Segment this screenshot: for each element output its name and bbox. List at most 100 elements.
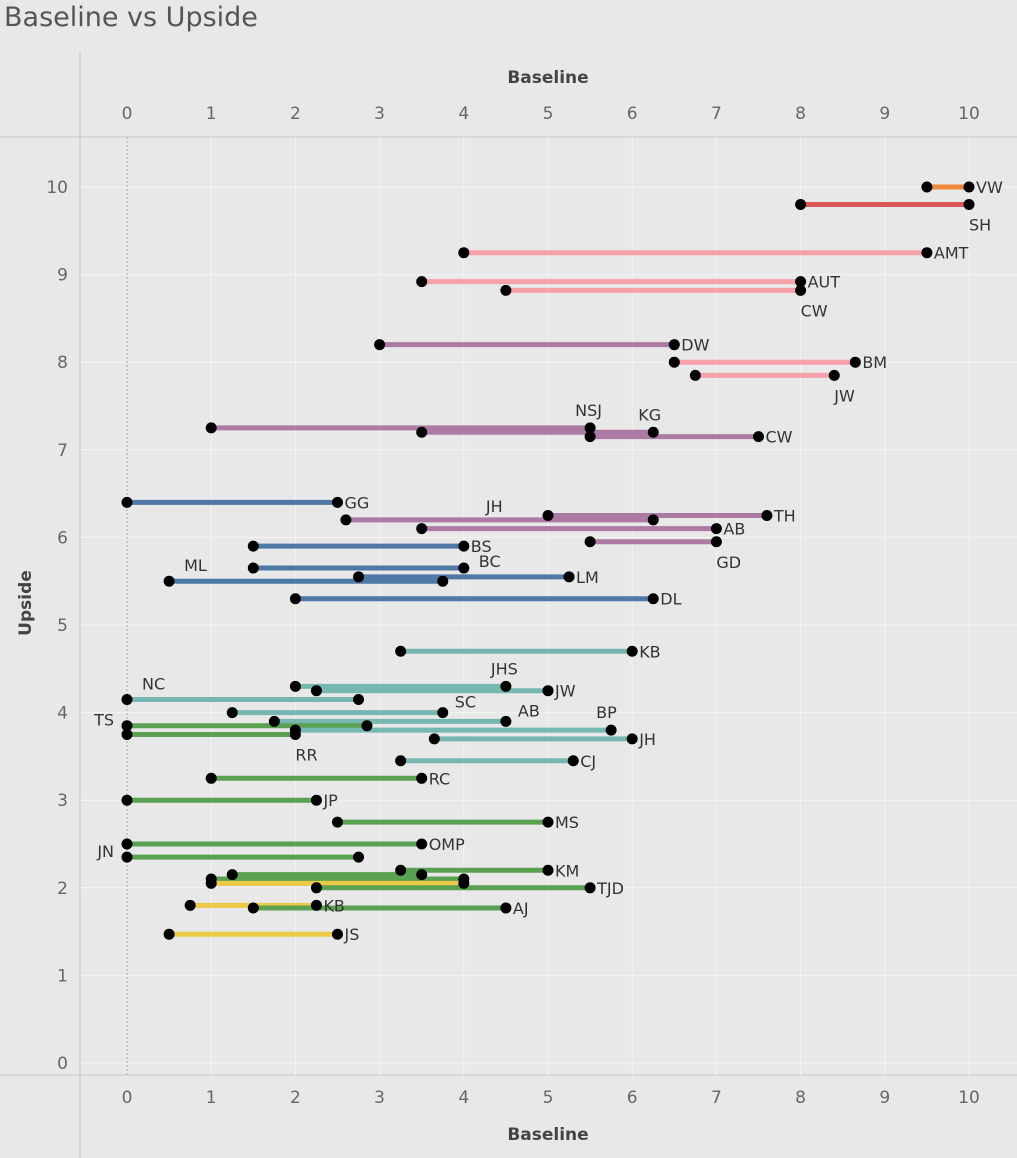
point-start	[268, 715, 280, 727]
segment-label: JW	[833, 386, 855, 405]
point-start	[310, 882, 322, 894]
x-tick-label-top: 9	[879, 104, 890, 124]
point-end	[849, 356, 861, 368]
y-tick-label: 8	[57, 353, 68, 373]
segment-label: JP	[322, 791, 338, 810]
x-tick-label-bottom: 10	[958, 1088, 980, 1108]
segment-label: AMT	[934, 244, 969, 263]
segment-label: DL	[660, 590, 681, 609]
point-start	[121, 720, 133, 732]
segment-label: AB	[723, 520, 745, 539]
point-end	[647, 426, 659, 438]
point-end	[584, 882, 596, 894]
point-start	[121, 838, 133, 850]
point-end	[416, 772, 428, 784]
segment-label: OMP	[429, 835, 465, 854]
point-end	[795, 276, 807, 288]
point-start	[458, 247, 470, 259]
x-tick-label-top: 5	[543, 104, 554, 124]
point-start	[205, 772, 217, 784]
segment-label: GD	[716, 553, 741, 572]
point-end	[753, 431, 764, 443]
point-end	[310, 794, 322, 806]
x-tick-label-bottom: 2	[290, 1088, 301, 1108]
segment-label: ML	[184, 556, 207, 575]
point-end	[361, 720, 373, 732]
point-start	[121, 496, 133, 508]
point-end	[353, 693, 365, 705]
point-end	[647, 514, 659, 526]
point-end	[500, 902, 512, 914]
point-end	[500, 715, 512, 727]
point-start	[289, 680, 301, 692]
point-start	[247, 540, 259, 552]
segment-label: AUT	[808, 273, 841, 292]
y-tick-label: 9	[57, 266, 68, 286]
point-start	[584, 431, 596, 443]
point-start	[226, 707, 238, 719]
point-start	[289, 593, 301, 605]
x-tick-label-bottom: 7	[711, 1088, 722, 1108]
point-start	[310, 685, 322, 697]
point-start	[374, 339, 386, 351]
point-start	[121, 794, 133, 806]
point-end	[668, 339, 680, 351]
segment-label: TJD	[596, 879, 624, 898]
point-start	[416, 523, 428, 535]
point-end	[437, 575, 449, 587]
point-end	[828, 369, 840, 381]
segment-label: VW	[976, 178, 1003, 197]
point-end	[458, 877, 470, 889]
point-start	[163, 575, 175, 587]
y-tick-label: 0	[57, 1054, 68, 1074]
point-start	[689, 369, 701, 381]
point-end	[563, 571, 575, 583]
segment-label: NC	[142, 674, 165, 693]
segment-label: RC	[429, 769, 451, 788]
y-tick-label: 10	[46, 178, 68, 198]
point-end	[963, 199, 975, 211]
y-axis-title: Upside	[16, 570, 36, 636]
segment-label: TH	[773, 507, 796, 526]
point-start	[416, 276, 428, 288]
segment-label: NSJ	[575, 401, 602, 420]
segment-label: KB	[323, 896, 344, 915]
segment-label: BS	[471, 537, 492, 556]
point-end	[567, 755, 579, 767]
segment-label: KG	[638, 405, 661, 424]
point-end	[437, 707, 449, 719]
point-end	[542, 864, 554, 876]
x-tick-label-top: 10	[958, 104, 980, 124]
point-start	[542, 510, 554, 521]
point-start	[353, 571, 365, 583]
point-end	[647, 593, 659, 605]
x-axis-title-bottom: Baseline	[507, 1125, 588, 1145]
point-end	[795, 284, 807, 296]
point-end	[921, 247, 933, 259]
segment-label: KM	[555, 861, 579, 880]
x-tick-label-bottom: 4	[458, 1088, 469, 1108]
point-end	[416, 869, 428, 881]
point-end	[626, 733, 638, 745]
segment-label: JS	[344, 925, 360, 944]
y-tick-label: 1	[57, 966, 68, 986]
point-start	[500, 284, 512, 296]
point-start	[121, 693, 133, 705]
point-start	[332, 816, 343, 828]
point-end	[310, 899, 322, 911]
y-tick-label: 6	[57, 528, 68, 548]
y-tick-label: 2	[57, 879, 68, 899]
point-start	[416, 426, 428, 438]
x-tick-label-bottom: 8	[795, 1088, 806, 1108]
segment-label: CW	[801, 301, 828, 320]
segment-label: DW	[681, 336, 709, 355]
point-start	[163, 928, 175, 940]
point-start	[395, 645, 407, 657]
point-end	[963, 181, 975, 193]
point-start	[205, 422, 217, 434]
segment-label: CJ	[580, 752, 596, 771]
segment-label: MS	[555, 813, 579, 832]
segment-label: JW	[554, 682, 576, 701]
